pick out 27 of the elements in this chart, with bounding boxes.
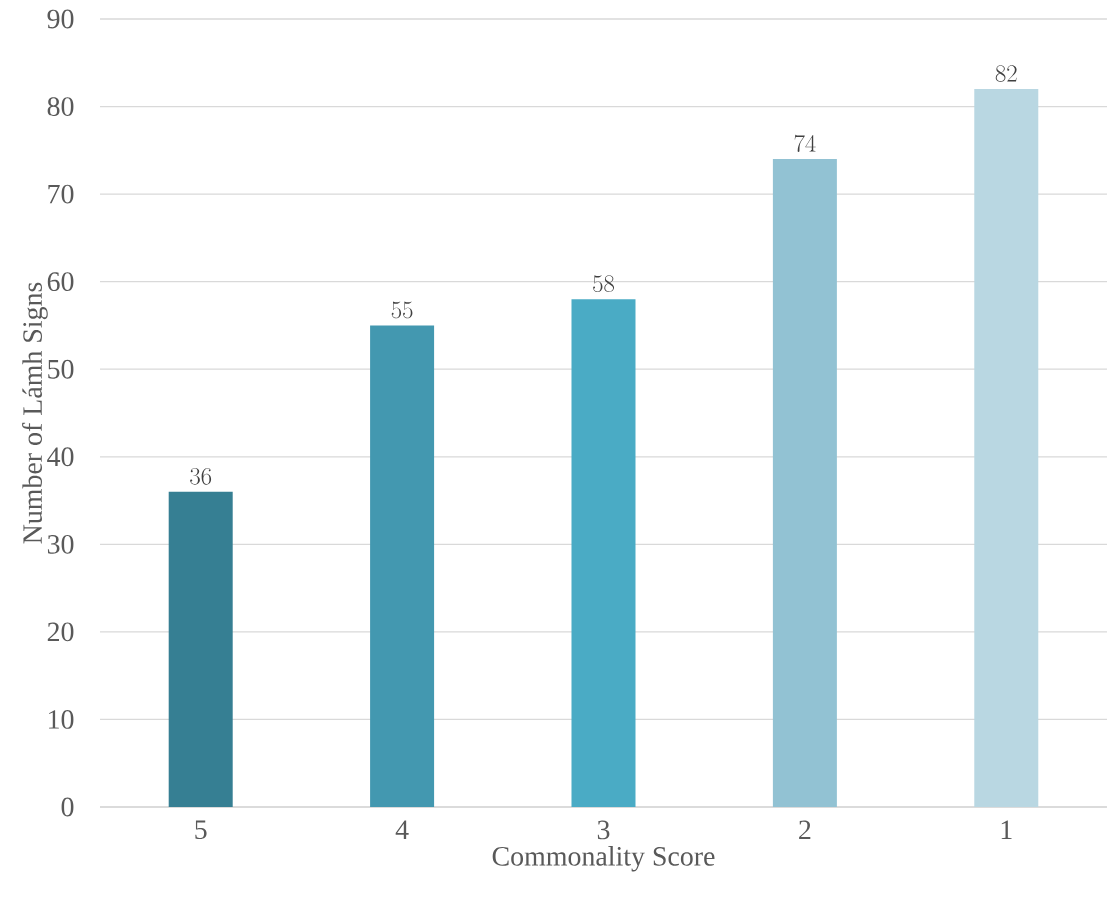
data-label: 36 bbox=[190, 467, 212, 485]
y-tick-label: 60 bbox=[47, 272, 74, 292]
bar bbox=[571, 299, 636, 807]
data-label: 55 bbox=[391, 301, 413, 319]
y-tick-label: 10 bbox=[49, 710, 74, 729]
x-tick-label: 2 bbox=[799, 820, 811, 839]
x-tick-label: 5 bbox=[195, 820, 207, 840]
y-tick-label: 80 bbox=[47, 97, 74, 116]
x-axis-title: Commonality Score bbox=[492, 846, 715, 872]
data-label: 58 bbox=[593, 275, 615, 293]
y-tick-label: 0 bbox=[61, 797, 74, 817]
y-tick-label: 90 bbox=[47, 9, 74, 29]
x-tick-label: 3 bbox=[597, 820, 610, 840]
y-tick-label: 40 bbox=[47, 447, 74, 467]
bar bbox=[974, 89, 1039, 807]
bar bbox=[370, 325, 435, 807]
bar bbox=[168, 491, 233, 807]
data-label: 74 bbox=[794, 134, 816, 152]
y-tick-label: 20 bbox=[47, 622, 74, 642]
y-tick-label: 50 bbox=[48, 359, 74, 379]
x-tick-label: 1 bbox=[1001, 820, 1012, 839]
y-tick-label: 70 bbox=[48, 184, 74, 204]
x-tick-label: 4 bbox=[395, 820, 409, 839]
data-label: 82 bbox=[995, 65, 1017, 82]
y-axis-title: Number of Lámh Signs bbox=[22, 282, 48, 544]
y-tick-label: 30 bbox=[47, 534, 74, 554]
bar bbox=[772, 159, 837, 807]
